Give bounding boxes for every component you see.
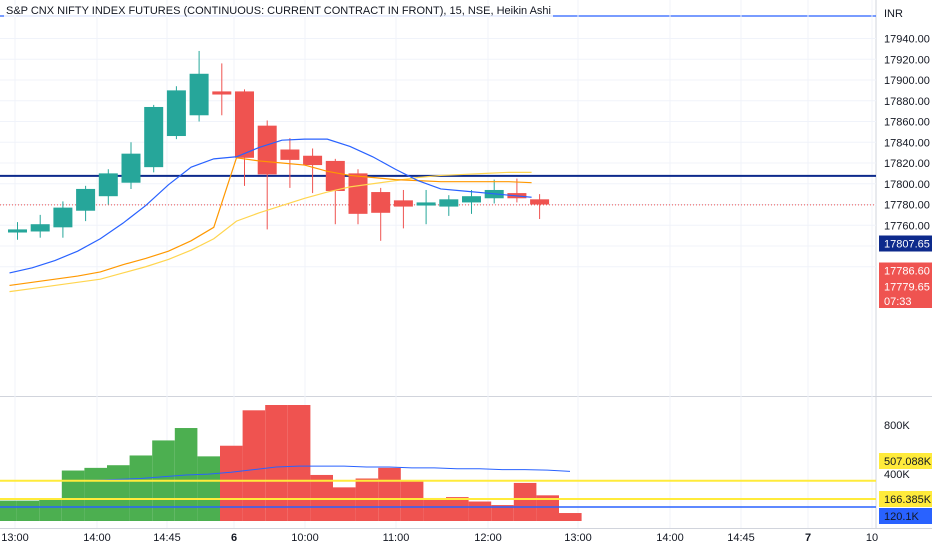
time-tick-label: 10 xyxy=(866,532,878,544)
volume-bar xyxy=(197,456,220,521)
volume-bar xyxy=(84,467,107,521)
volume-bar xyxy=(491,505,514,521)
candle-body xyxy=(393,200,413,207)
volume-axis-label: 120.1K xyxy=(884,511,920,523)
candle-body xyxy=(257,125,277,175)
volume-bar xyxy=(310,474,333,521)
candles xyxy=(8,50,550,241)
volume-bar xyxy=(513,482,537,521)
candle-body xyxy=(166,90,186,137)
price-axis-label-bg xyxy=(879,294,932,308)
time-tick-label: 12:00 xyxy=(474,532,502,544)
candle-body xyxy=(98,173,118,197)
volume-axis-label: 166.385K xyxy=(884,494,932,506)
candle-body xyxy=(416,202,436,206)
candle-body xyxy=(303,155,323,166)
candle-body xyxy=(439,199,459,207)
volume-axis-label: 507.088K xyxy=(884,456,932,468)
price-tick-label: 17860.00 xyxy=(884,117,930,129)
chart-title: S&P CNX NIFTY INDEX FUTURES (CONTINUOUS:… xyxy=(4,5,553,17)
time-tick-label: 14:00 xyxy=(83,532,111,544)
price-axis-label-bg xyxy=(879,235,932,252)
currency-label[interactable]: INR xyxy=(884,8,903,20)
price-tick-label: 17840.00 xyxy=(884,137,930,149)
volume-bar xyxy=(265,405,288,521)
candle-body xyxy=(53,207,73,228)
price-tick-label: 17760.00 xyxy=(884,220,930,232)
price-axis-label: 07:33 xyxy=(884,296,912,308)
candle-body xyxy=(280,149,300,160)
volume-bar xyxy=(378,467,401,521)
price-tick-label: 17940.00 xyxy=(884,34,930,46)
time-tick-label: 13:00 xyxy=(564,532,592,544)
time-tick-label: 14:45 xyxy=(727,532,755,544)
volume-bar xyxy=(39,498,62,521)
volume-bar xyxy=(400,480,424,521)
volume-bar xyxy=(423,497,446,521)
candle-body xyxy=(144,106,164,168)
price-tick-label: 17920.00 xyxy=(884,54,930,66)
time-tick-label: 6 xyxy=(231,532,237,544)
candle-body xyxy=(348,173,368,214)
volume-bar xyxy=(559,513,582,521)
volume-bar xyxy=(242,410,266,521)
volume-bar xyxy=(536,495,559,521)
ma-yellow-line xyxy=(9,171,532,293)
ma-blue-line xyxy=(9,138,532,274)
price-axis-label-bg xyxy=(879,278,932,295)
volume-axis-label-bg xyxy=(879,491,932,507)
price-tick-label: 17780.00 xyxy=(884,200,930,212)
candle-body xyxy=(325,160,345,192)
price-tick-label: 17880.00 xyxy=(884,96,930,108)
volume-bar xyxy=(61,470,85,521)
candle-body xyxy=(371,192,391,213)
time-tick-label: 14:00 xyxy=(656,532,684,544)
candle-body xyxy=(530,199,550,205)
volume-bar xyxy=(220,445,243,521)
volume-bar xyxy=(287,405,311,521)
candle-body xyxy=(30,224,50,232)
candle-body xyxy=(76,188,96,211)
volume-bar xyxy=(16,500,40,521)
price-axis-label: 17807.65 xyxy=(884,239,930,251)
volume-bar xyxy=(107,465,130,521)
volume-bar xyxy=(0,500,17,521)
price-tick-label: 17900.00 xyxy=(884,75,930,87)
grid xyxy=(0,0,932,529)
volume-pane xyxy=(0,405,876,521)
candle-body xyxy=(235,91,254,158)
candle-body xyxy=(212,91,232,95)
time-tick-label: 10:00 xyxy=(291,532,319,544)
ma-orange-line xyxy=(9,157,532,287)
time-tick-label: 7 xyxy=(805,532,811,544)
time-tick-label: 13:00 xyxy=(1,532,29,544)
time-axis[interactable]: 13:00 14:00 14:45 6 10:00 11:00 12:00 13:00 14:0… xyxy=(1,532,878,544)
volume-bar xyxy=(468,501,492,521)
volume-axis-label-bg xyxy=(879,453,932,469)
moving-averages xyxy=(9,138,532,293)
volume-tick-label: 800K xyxy=(884,420,910,432)
price-axis-label: 17786.60 xyxy=(884,266,930,278)
volume-bar xyxy=(129,455,153,521)
volume-axis-label-bg xyxy=(879,508,932,524)
price-tick-label: 17820.00 xyxy=(884,158,930,170)
price-axis-label: 17779.65 xyxy=(884,282,930,294)
time-tick-label: 14:45 xyxy=(153,532,181,544)
volume-bar xyxy=(446,497,469,521)
price-axis-label-bg xyxy=(879,262,932,279)
candle-body xyxy=(121,153,141,183)
candle-body xyxy=(8,229,27,233)
price-tick-label: 17800.00 xyxy=(884,179,930,191)
time-tick-label: 11:00 xyxy=(383,532,410,544)
candle-body xyxy=(462,196,481,203)
volume-bar xyxy=(333,487,356,521)
candle-body xyxy=(189,73,209,116)
price-axis[interactable]: 17720.0017740.0017760.0017780.0017800.00… xyxy=(879,34,932,525)
volume-tick-label: 400K xyxy=(884,469,910,481)
